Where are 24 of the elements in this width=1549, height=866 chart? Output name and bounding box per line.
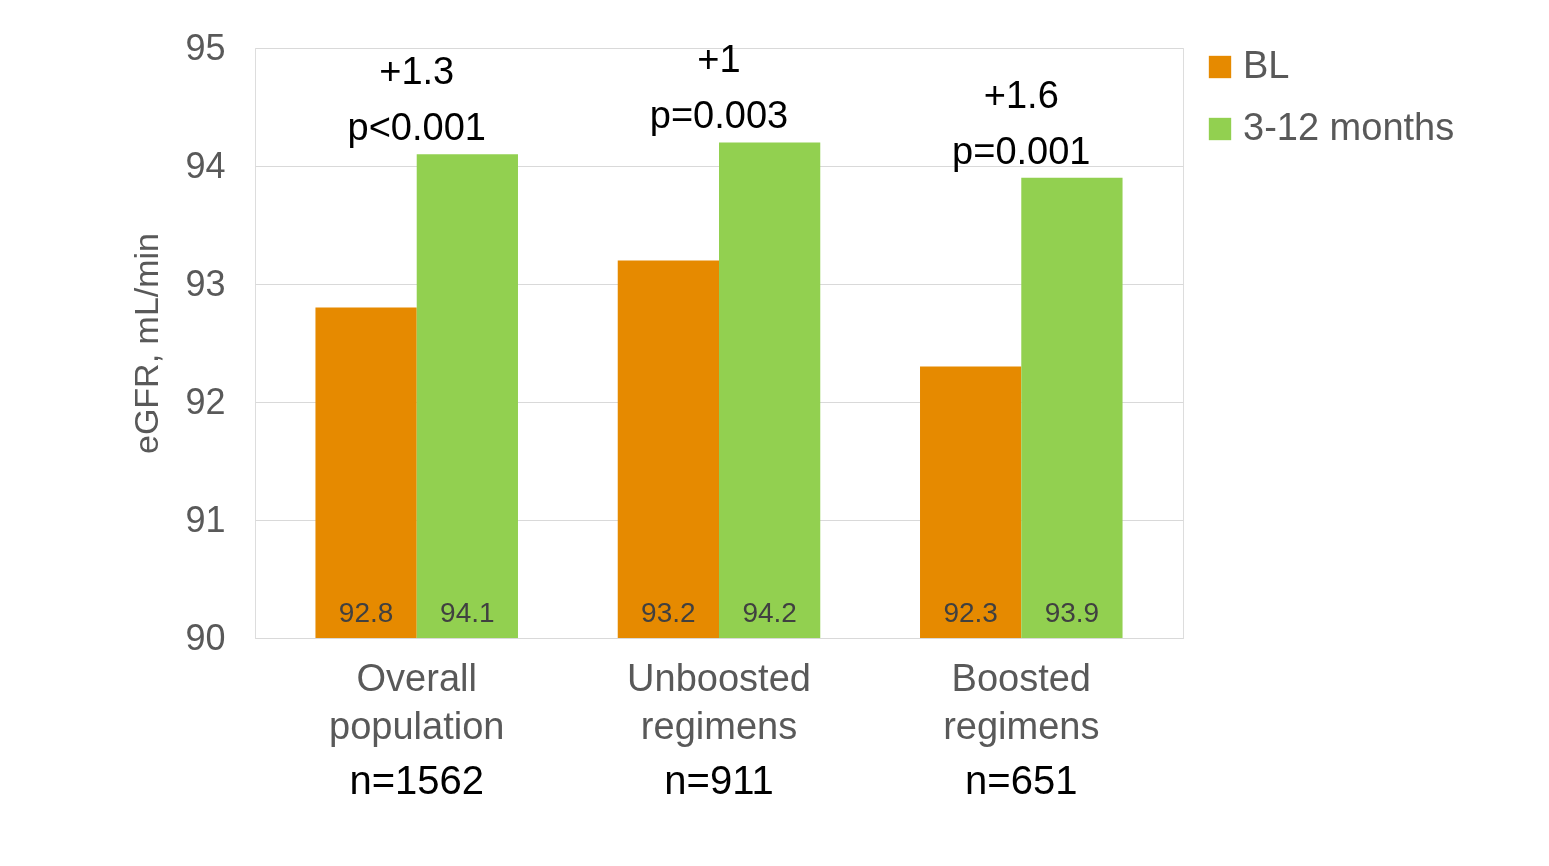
annotation: +1.3 p<0.001 bbox=[347, 50, 486, 149]
text: n=651 bbox=[965, 758, 1078, 802]
y-tick-label: 91 bbox=[185, 498, 226, 540]
text: n=911 bbox=[664, 758, 774, 802]
x-tick-label: Unboosted regimens bbox=[627, 656, 811, 747]
data-label: 94.1 bbox=[440, 597, 495, 628]
x-tick-label: Boosted regimens bbox=[943, 656, 1100, 747]
y-tick-label: 95 bbox=[185, 26, 226, 68]
y-tick-label: 92 bbox=[185, 380, 226, 422]
data-label: 94.2 bbox=[742, 597, 797, 628]
legend-label: 3-12 months bbox=[1243, 106, 1455, 148]
data-label: 93.2 bbox=[641, 597, 696, 628]
x-tick-label: Overall population bbox=[329, 656, 505, 747]
y-tick-label: 93 bbox=[185, 262, 226, 304]
annotation: +1.6 p=0.001 bbox=[952, 73, 1091, 172]
text: n=1562 bbox=[349, 758, 485, 802]
y-tick-label: 90 bbox=[185, 616, 226, 658]
y-tick-label: 94 bbox=[185, 144, 226, 186]
data-label: 93.9 bbox=[1044, 597, 1100, 628]
y-axis-title: eGFR, mL/min bbox=[127, 232, 166, 455]
data-label: 92.8 bbox=[338, 597, 394, 628]
data-label: 92.3 bbox=[943, 597, 998, 628]
legend-label: BL bbox=[1243, 44, 1290, 86]
annotation: +1 p=0.003 bbox=[649, 38, 789, 137]
